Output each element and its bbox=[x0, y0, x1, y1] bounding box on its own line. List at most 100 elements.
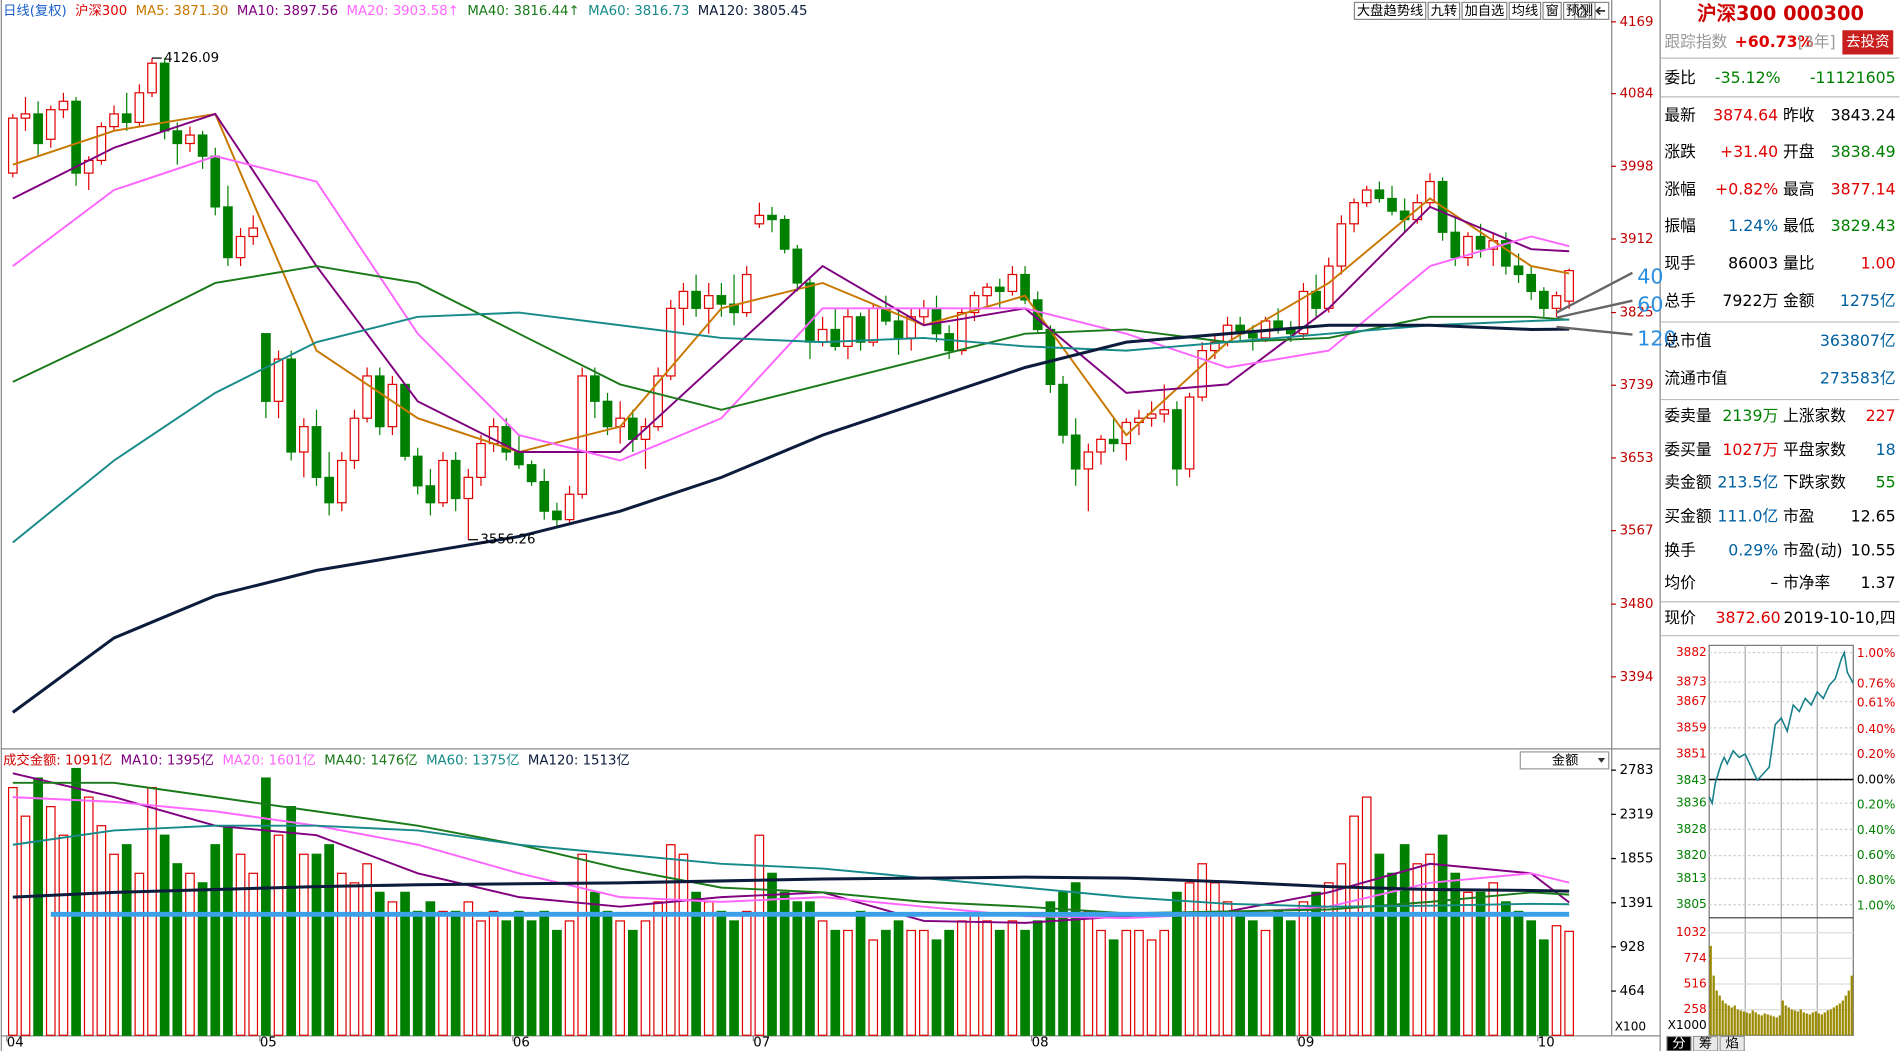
price-line bbox=[1708, 649, 1854, 806]
y-tick-label: 2319 bbox=[1620, 807, 1654, 822]
invest-button[interactable] bbox=[1842, 30, 1894, 55]
toolbar-button[interactable] bbox=[1562, 1, 1596, 20]
toolbar-button-label[interactable]: 九转 bbox=[1431, 3, 1458, 19]
volume-bar bbox=[1829, 1009, 1832, 1036]
tab[interactable] bbox=[1719, 1035, 1745, 1051]
candle-body bbox=[311, 426, 322, 478]
volume-bar bbox=[71, 767, 81, 1036]
volume-bar bbox=[577, 853, 588, 1036]
toolbar-button[interactable] bbox=[1461, 1, 1508, 20]
volume-bar bbox=[1796, 1011, 1799, 1036]
ma-line bbox=[12, 796, 1570, 920]
back-icon bbox=[1595, 6, 1606, 16]
ma-line bbox=[12, 112, 1570, 453]
volume-bar bbox=[1820, 1014, 1823, 1036]
volume-bar bbox=[45, 806, 56, 1036]
candle-body bbox=[539, 480, 550, 512]
x-tick-label: 05 bbox=[260, 1036, 277, 1051]
x-tick-label: 07 bbox=[753, 1036, 770, 1051]
volume-bar bbox=[1823, 1012, 1826, 1036]
candle-body bbox=[425, 485, 436, 504]
volume-bar bbox=[58, 834, 69, 1036]
volume-bar bbox=[1805, 1013, 1808, 1036]
dropdown[interactable] bbox=[1519, 751, 1610, 770]
volume-bar bbox=[1387, 872, 1397, 1036]
dropdown-label: 金额 bbox=[1552, 752, 1579, 768]
legend-label: 沪深300 bbox=[75, 3, 127, 19]
toolbar-button-label[interactable]: 窗 bbox=[1545, 2, 1558, 19]
volume-bar bbox=[1736, 1009, 1739, 1036]
y-tick-label: 1391 bbox=[1620, 896, 1654, 911]
volume-bar bbox=[1399, 844, 1410, 1036]
toolbar-button-label[interactable]: 大盘趋势线 bbox=[1357, 2, 1423, 19]
candle-body bbox=[324, 476, 334, 504]
tab[interactable] bbox=[1692, 1035, 1719, 1051]
volume-bar bbox=[1790, 1009, 1793, 1036]
candle-body bbox=[1475, 235, 1486, 250]
volume-bar bbox=[729, 920, 739, 1036]
quote-value: 227 bbox=[1866, 406, 1896, 425]
volume-bar bbox=[843, 929, 853, 1036]
y-tick-label: 3825 bbox=[1620, 306, 1654, 321]
track-value: +60.73% bbox=[1735, 32, 1814, 51]
candle-body bbox=[476, 442, 486, 478]
volume-bar bbox=[374, 891, 385, 1036]
volume-bar bbox=[1745, 1012, 1748, 1036]
volume-bar bbox=[919, 929, 929, 1036]
y2-tick-label: 0.40% bbox=[1857, 722, 1895, 736]
volume-bar bbox=[552, 929, 562, 1036]
quote-label: 总市值 bbox=[1664, 331, 1711, 350]
volume-bar bbox=[514, 910, 524, 1036]
candle-body bbox=[665, 307, 676, 377]
tab-label[interactable]: 焰 bbox=[1726, 1036, 1739, 1051]
candle-body bbox=[223, 206, 233, 259]
volume-bar bbox=[1748, 1013, 1751, 1036]
y-tick-label: 3828 bbox=[1676, 822, 1707, 836]
candle-body bbox=[843, 316, 853, 347]
tab-label[interactable]: 筹 bbox=[1699, 1035, 1712, 1051]
quote-value: 3829.43 bbox=[1831, 216, 1896, 235]
y-tick-label: 3805 bbox=[1676, 897, 1707, 911]
invest-button-label[interactable]: 去投资 bbox=[1846, 33, 1890, 50]
toolbar-button[interactable] bbox=[1353, 1, 1427, 20]
candle-body bbox=[994, 286, 1005, 293]
volume-bar bbox=[944, 929, 954, 1036]
volume-bar bbox=[1832, 1007, 1835, 1036]
toolbar-button-label[interactable]: 均线 bbox=[1512, 3, 1539, 19]
tab-label[interactable]: 分 bbox=[1672, 1036, 1685, 1051]
toolbar-button[interactable] bbox=[1542, 1, 1562, 20]
toolbar-button-label[interactable]: 加自选 bbox=[1464, 3, 1504, 19]
volume-bar bbox=[1781, 1000, 1784, 1036]
volume-bar bbox=[311, 853, 322, 1036]
quote-value: 1.24% bbox=[1728, 216, 1778, 235]
ma-line bbox=[12, 875, 1570, 899]
volume-bar bbox=[1463, 891, 1473, 1036]
toolbar-button[interactable] bbox=[1427, 1, 1461, 20]
quote-value: 273583亿 bbox=[1820, 368, 1896, 387]
toolbar-button-label[interactable]: 预测 bbox=[1566, 3, 1593, 19]
volume-bar bbox=[20, 815, 31, 1036]
candle-body bbox=[627, 417, 638, 440]
trend-line bbox=[1556, 325, 1633, 336]
volume-bar bbox=[1425, 853, 1435, 1036]
candle-body bbox=[1070, 434, 1081, 470]
candle-body bbox=[805, 282, 815, 343]
toolbar-button[interactable] bbox=[1508, 1, 1542, 20]
volume-bar bbox=[450, 910, 461, 1036]
volume-bar bbox=[1751, 1010, 1754, 1036]
candle-body bbox=[1501, 240, 1511, 267]
volume-bar bbox=[1715, 990, 1718, 1036]
candle-body bbox=[830, 328, 841, 347]
candle-body bbox=[1564, 269, 1575, 302]
candle-body bbox=[1058, 383, 1068, 436]
volume-bar bbox=[1841, 1000, 1844, 1036]
quote-value: 10.55 bbox=[1851, 540, 1896, 559]
volume-bar bbox=[906, 929, 917, 1036]
y-tick-label: 3998 bbox=[1620, 159, 1654, 174]
quote-label: 下跌家数 bbox=[1783, 473, 1846, 492]
candle-body bbox=[185, 134, 195, 145]
tab[interactable] bbox=[1666, 1035, 1692, 1051]
candle-body bbox=[197, 134, 208, 157]
volume-bar bbox=[982, 920, 992, 1036]
legend-label: 日线(复权) bbox=[3, 2, 67, 19]
